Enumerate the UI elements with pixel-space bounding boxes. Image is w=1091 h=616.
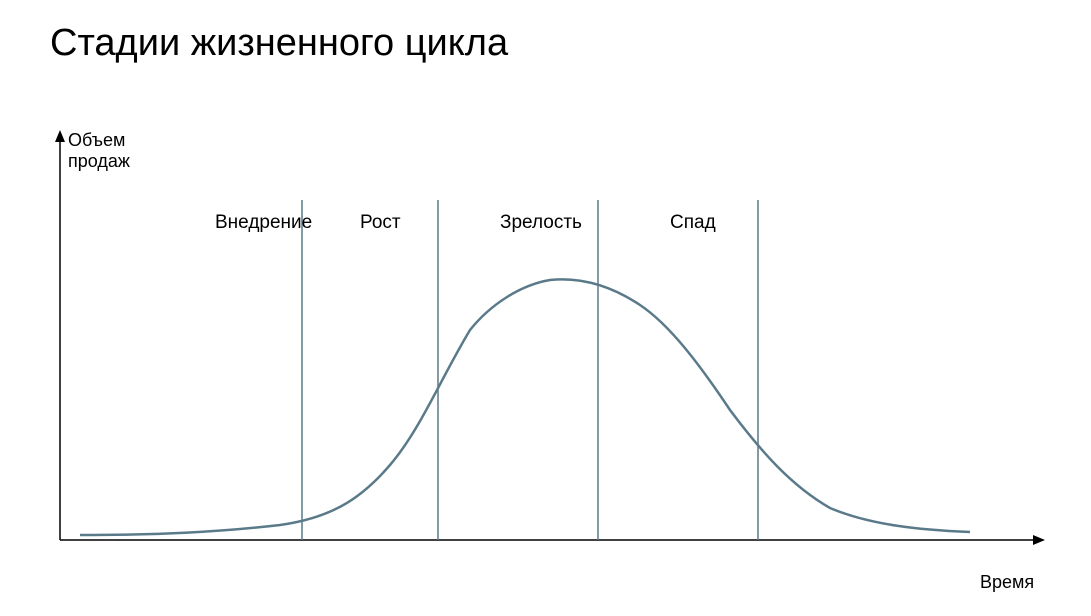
phase-label: Спад	[670, 212, 716, 233]
phase-dividers	[302, 200, 758, 540]
x-axis-arrow	[1033, 535, 1045, 545]
lifecycle-curve	[80, 279, 970, 535]
phase-labels: Внедрение Рост Зрелость Спад	[215, 212, 716, 233]
phase-label: Рост	[360, 212, 401, 233]
lifecycle-chart: Внедрение Рост Зрелость Спад	[50, 130, 1050, 560]
axes	[55, 130, 1045, 545]
phase-label: Зрелость	[500, 212, 582, 233]
phase-label: Внедрение	[215, 212, 312, 233]
chart-svg: Внедрение Рост Зрелость Спад	[50, 130, 1050, 560]
x-axis-label: Время	[980, 572, 1034, 593]
y-axis-arrow	[55, 130, 65, 142]
page-title: Стадии жизненного цикла	[50, 22, 508, 65]
